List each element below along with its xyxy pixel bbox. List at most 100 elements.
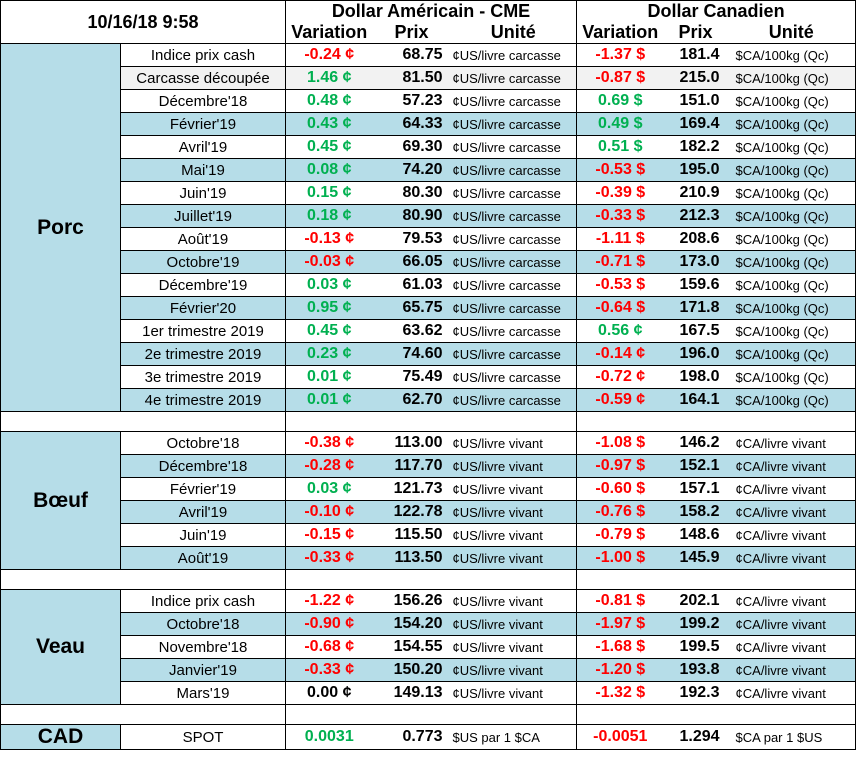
usd-price: 81.50 bbox=[372, 66, 451, 90]
cad-variation: -1.68 $ bbox=[576, 635, 664, 659]
table-row: Juillet'19 0.18 ¢ 80.90 ¢US/livre carcasse -… bbox=[1, 204, 856, 228]
row-label: Juin'19 bbox=[120, 181, 286, 205]
usd-price: 113.00 bbox=[372, 431, 451, 455]
category-veau: Veau bbox=[0, 589, 121, 705]
usd-unit: ¢US/livre vivant bbox=[450, 500, 577, 524]
usd-variation-header: Variation bbox=[285, 22, 373, 44]
cad-price: 181.4 bbox=[663, 43, 728, 67]
table-row: Décembre'18 0.48 ¢ 57.23 ¢US/livre carcasse… bbox=[1, 89, 856, 113]
usd-unit: ¢US/livre carcasse bbox=[450, 365, 577, 389]
usd-variation: 0.45 ¢ bbox=[285, 319, 373, 343]
row-label: Octobre'18 bbox=[120, 612, 286, 636]
usd-price: 66.05 bbox=[372, 250, 451, 274]
row-label: Juin'19 bbox=[120, 523, 286, 547]
usd-variation: -0.10 ¢ bbox=[285, 500, 373, 524]
cad-unit: $CA/100kg (Qc) bbox=[727, 158, 856, 182]
usd-prix-header: Prix bbox=[372, 22, 451, 44]
usd-unit: ¢US/livre vivant bbox=[450, 454, 577, 478]
usd-variation: -0.28 ¢ bbox=[285, 454, 373, 478]
separator-cell bbox=[284, 411, 577, 432]
table-row: Février'19 0.43 ¢ 64.33 ¢US/livre carcasse 0… bbox=[1, 112, 856, 136]
cad-price: 215.0 bbox=[663, 66, 728, 90]
table-row: Juin'19 0.15 ¢ 80.30 ¢US/livre carcasse -0.3… bbox=[1, 181, 856, 205]
row-label: Juillet'19 bbox=[120, 204, 286, 228]
usd-variation: -0.13 ¢ bbox=[285, 227, 373, 251]
cad-section-title: Dollar Canadien bbox=[576, 0, 856, 22]
cad-variation: -0.33 $ bbox=[576, 204, 664, 228]
usd-price: 75.49 bbox=[372, 365, 451, 389]
usd-variation: 1.46 ¢ bbox=[285, 66, 373, 90]
usd-price: 122.78 bbox=[372, 500, 451, 524]
usd-variation: 0.18 ¢ bbox=[285, 204, 373, 228]
usd-variation: -0.33 ¢ bbox=[285, 546, 373, 570]
usd-price: 79.53 bbox=[372, 227, 451, 251]
cad-price: 173.0 bbox=[663, 250, 728, 274]
table-row: Juin'19 -0.15 ¢ 115.50 ¢US/livre vivant -0.7… bbox=[1, 523, 856, 547]
cad-variation: -1.32 $ bbox=[576, 681, 664, 705]
usd-price: 64.33 bbox=[372, 112, 451, 136]
cad-unit: $CA/100kg (Qc) bbox=[727, 342, 856, 366]
row-label: Décembre'18 bbox=[120, 89, 286, 113]
cad-price: 198.0 bbox=[663, 365, 728, 389]
row-label: 4e trimestre 2019 bbox=[120, 388, 286, 412]
separator-cell bbox=[0, 411, 286, 432]
usd-price: 154.20 bbox=[372, 612, 451, 636]
cad-unit: ¢CA/livre vivant bbox=[727, 612, 856, 636]
cad-unit: $CA/100kg (Qc) bbox=[727, 296, 856, 320]
usd-variation: -0.03 ¢ bbox=[285, 250, 373, 274]
usd-price: 149.13 bbox=[372, 681, 451, 705]
usd-unit: ¢US/livre carcasse bbox=[450, 273, 577, 297]
usd-unit: ¢US/livre carcasse bbox=[450, 181, 577, 205]
row-label: 3e trimestre 2019 bbox=[120, 365, 286, 389]
separator-cell bbox=[576, 569, 856, 590]
cad-price: 1.294 bbox=[663, 724, 728, 750]
table-row: Octobre'18 -0.90 ¢ 154.20 ¢US/livre vivant -… bbox=[1, 612, 856, 636]
usd-variation: 0.45 ¢ bbox=[285, 135, 373, 159]
usd-unit: ¢US/livre carcasse bbox=[450, 204, 577, 228]
usd-unit: ¢US/livre carcasse bbox=[450, 342, 577, 366]
cad-spot-row: CAD SPOT 0.0031 0.773 $US par 1 $CA -0.0051 1.… bbox=[0, 724, 856, 750]
usd-price: 74.20 bbox=[372, 158, 451, 182]
table-row: 1er trimestre 2019 0.45 ¢ 63.62 ¢US/livre c… bbox=[1, 319, 856, 343]
cad-unit: ¢CA/livre vivant bbox=[727, 635, 856, 659]
table-row: Avril'19 -0.10 ¢ 122.78 ¢US/livre vivant -0.… bbox=[1, 500, 856, 524]
cad-price: 157.1 bbox=[663, 477, 728, 501]
row-label: Carcasse découpée bbox=[120, 66, 286, 90]
row-label: Indice prix cash bbox=[120, 589, 286, 613]
cad-unit: $CA/100kg (Qc) bbox=[727, 250, 856, 274]
cad-unit: $CA/100kg (Qc) bbox=[727, 365, 856, 389]
cad-variation: -1.37 $ bbox=[576, 43, 664, 67]
cad-unit: $CA/100kg (Qc) bbox=[727, 227, 856, 251]
usd-price: 65.75 bbox=[372, 296, 451, 320]
usd-unit: ¢US/livre carcasse bbox=[450, 319, 577, 343]
usd-variation: 0.0031 bbox=[285, 724, 373, 750]
cad-variation: -1.11 $ bbox=[576, 227, 664, 251]
cad-price: 195.0 bbox=[663, 158, 728, 182]
usd-unit: ¢US/livre carcasse bbox=[450, 66, 577, 90]
usd-unit: ¢US/livre carcasse bbox=[450, 388, 577, 412]
usd-unit: ¢US/livre carcasse bbox=[450, 227, 577, 251]
usd-variation: -1.22 ¢ bbox=[285, 589, 373, 613]
cad-unit: ¢CA/livre vivant bbox=[727, 658, 856, 682]
usd-variation: 0.23 ¢ bbox=[285, 342, 373, 366]
cad-unit: $CA/100kg (Qc) bbox=[727, 273, 856, 297]
usd-price: 68.75 bbox=[372, 43, 451, 67]
usd-variation: -0.33 ¢ bbox=[285, 658, 373, 682]
usd-unit: ¢US/livre vivant bbox=[450, 658, 577, 682]
usd-variation: 0.00 ¢ bbox=[285, 681, 373, 705]
table-row: 2e trimestre 2019 0.23 ¢ 74.60 ¢US/livre ca… bbox=[1, 342, 856, 366]
usd-unit: ¢US/livre vivant bbox=[450, 589, 577, 613]
cad-unit: $CA/100kg (Qc) bbox=[727, 181, 856, 205]
cad-price: 212.3 bbox=[663, 204, 728, 228]
category-bœuf: Bœuf bbox=[0, 431, 121, 570]
row-label: Avril'19 bbox=[120, 135, 286, 159]
usd-price: 115.50 bbox=[372, 523, 451, 547]
cad-variation: -1.08 $ bbox=[576, 431, 664, 455]
usd-price: 156.26 bbox=[372, 589, 451, 613]
cad-unit: $CA/100kg (Qc) bbox=[727, 135, 856, 159]
cad-price: 167.5 bbox=[663, 319, 728, 343]
cad-variation: -0.39 $ bbox=[576, 181, 664, 205]
row-label: Avril'19 bbox=[120, 500, 286, 524]
usd-unit: ¢US/livre vivant bbox=[450, 681, 577, 705]
cad-price: 152.1 bbox=[663, 454, 728, 478]
